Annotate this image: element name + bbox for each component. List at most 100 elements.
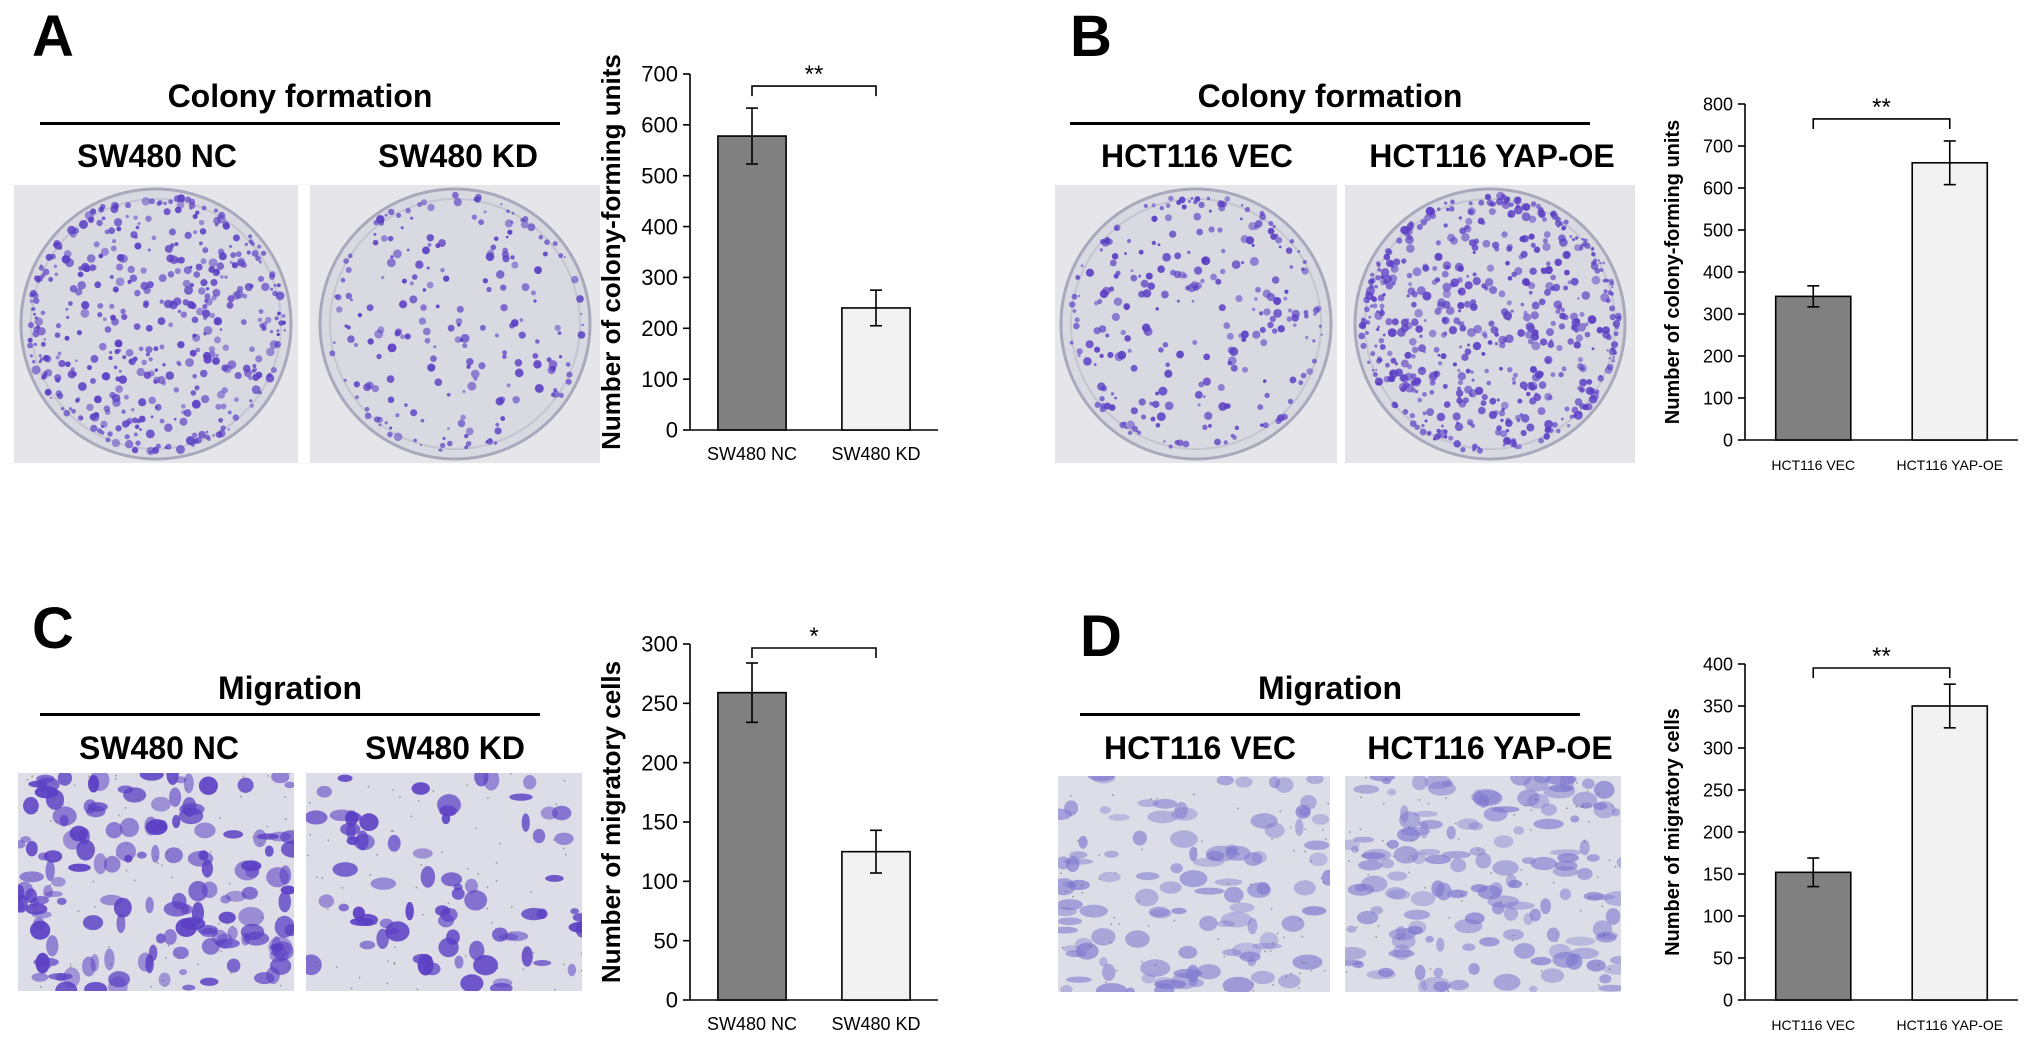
y-tick-label: 100: [641, 869, 678, 894]
condition-label-d-2: HCT116 YAP-OE: [1367, 730, 1613, 766]
section-rule-d: [1080, 713, 1580, 716]
colony-plate-graphic: [1345, 185, 1635, 463]
migration-image: [306, 773, 582, 991]
y-tick-label: 700: [1703, 136, 1733, 156]
significance-marker: **: [805, 61, 824, 88]
y-tick-label: 0: [666, 988, 678, 1013]
migration-graphic: [306, 773, 582, 991]
section-title-d: Migration: [1258, 670, 1402, 706]
migration-graphic: [1058, 776, 1330, 992]
y-tick-label: 0: [1723, 430, 1733, 450]
condition-label-a-1: SW480 NC: [76, 138, 238, 174]
y-tick-label: 500: [641, 163, 678, 188]
significance-bracket: [751, 647, 877, 658]
y-tick-label: 350: [1703, 696, 1733, 716]
y-tick-label: 600: [1703, 178, 1733, 198]
y-tick-label: 100: [1703, 906, 1733, 926]
x-category-label: SW480 NC: [707, 444, 797, 464]
significance-marker: **: [1872, 94, 1891, 121]
y-tick-label: 50: [654, 928, 678, 953]
panel-letter-b: B: [1070, 4, 1112, 69]
condition-label-c-1: SW480 NC: [78, 730, 240, 766]
section-title-c: Migration: [218, 670, 362, 706]
y-tick-label: 0: [666, 418, 678, 443]
bar: [841, 850, 911, 1001]
colony-plate-graphic: [14, 185, 298, 463]
section-rule-b: [1070, 122, 1590, 125]
y-tick-label: 100: [641, 367, 678, 392]
condition-label-c-2: SW480 KD: [364, 730, 526, 766]
y-tick-label: 700: [641, 62, 678, 87]
bar: [1911, 162, 1989, 441]
x-category-label: HCT116 VEC: [1771, 457, 1855, 473]
migration-image: [1345, 776, 1621, 992]
y-tick-label: 400: [1703, 262, 1733, 282]
bar-chart-b: 0 100 200 300 400 500 600 700 800 Number of colon…: [1650, 80, 2030, 490]
colony-plate-image: [14, 185, 298, 463]
bar-chart-d: 0 50 100 150 200 250 300 350 400 Number of migrat…: [1650, 640, 2030, 1050]
bar-chart-a: 0 100 200 300 400 500 600 700 Number of colony-f…: [590, 50, 950, 480]
x-category-label: SW480 KD: [831, 444, 920, 464]
colony-plate-image: [1345, 185, 1635, 463]
y-tick-label: 300: [641, 632, 678, 657]
section-rule-a: [40, 122, 560, 125]
significance-marker: **: [1872, 643, 1891, 670]
condition-label-b-2: HCT116 YAP-OE: [1369, 138, 1615, 174]
x-category-label: SW480 KD: [831, 1014, 920, 1034]
y-tick-label: 250: [1703, 780, 1733, 800]
y-tick-label: 200: [1703, 822, 1733, 842]
y-tick-label: 500: [1703, 220, 1733, 240]
significance-bracket: [1812, 118, 1951, 129]
bar-chart-c: 0 50 100 150 200 250 300 Number of migratory ce…: [590, 620, 950, 1050]
y-tick-label: 300: [1703, 304, 1733, 324]
bar: [1774, 871, 1852, 1001]
section-title-a: Colony formation: [167, 78, 433, 114]
x-category-label: HCT116 YAP-OE: [1896, 1017, 2003, 1033]
migration-graphic: [1345, 776, 1621, 992]
bar: [717, 691, 787, 1001]
colony-plate-image: [1055, 185, 1337, 463]
y-tick-label: 300: [641, 265, 678, 290]
significance-bracket: [751, 85, 877, 97]
panel-letter-c: C: [32, 596, 74, 661]
y-tick-label: 600: [641, 113, 678, 138]
colony-plate-image: [310, 185, 600, 463]
y-tick-label: 200: [641, 750, 678, 775]
colony-plate-graphic: [310, 185, 600, 463]
y-tick-label: 0: [1723, 990, 1733, 1010]
condition-label-b-1: HCT116 VEC: [1100, 138, 1294, 174]
bar: [1911, 705, 1989, 1001]
significance-marker: *: [809, 623, 818, 650]
y-tick-label: 100: [1703, 388, 1733, 408]
y-tick-label: 50: [1713, 948, 1733, 968]
significance-bracket: [1812, 667, 1951, 678]
section-rule-c: [40, 713, 540, 716]
bar: [841, 307, 911, 431]
panel-letter-a: A: [32, 4, 74, 69]
y-tick-label: 150: [641, 810, 678, 835]
condition-label-d-1: HCT116 VEC: [1103, 730, 1297, 766]
migration-image: [1058, 776, 1330, 992]
condition-label-a-2: SW480 KD: [377, 138, 539, 174]
bar: [1774, 295, 1852, 441]
section-title-b: Colony formation: [1197, 78, 1463, 114]
y-tick-label: 400: [641, 214, 678, 239]
y-axis-label: Number of migratory cells: [1662, 708, 1684, 956]
y-tick-label: 250: [641, 691, 678, 716]
x-category-label: HCT116 VEC: [1771, 1017, 1855, 1033]
bar: [717, 135, 787, 431]
migration-graphic: [18, 773, 294, 991]
y-tick-label: 300: [1703, 738, 1733, 758]
x-category-label: HCT116 YAP-OE: [1896, 457, 2003, 473]
y-axis-label: Number of colony-forming units: [1662, 120, 1684, 424]
y-tick-label: 150: [1703, 864, 1733, 884]
y-axis-label: Number of colony-forming units: [596, 54, 626, 450]
colony-plate-graphic: [1055, 185, 1337, 463]
y-tick-label: 800: [1703, 94, 1733, 114]
x-category-label: SW480 NC: [707, 1014, 797, 1034]
y-tick-label: 200: [641, 316, 678, 341]
y-tick-label: 400: [1703, 654, 1733, 674]
y-axis-label: Number of migratory cells: [596, 661, 626, 983]
panel-letter-d: D: [1080, 604, 1122, 669]
migration-image: [18, 773, 294, 991]
